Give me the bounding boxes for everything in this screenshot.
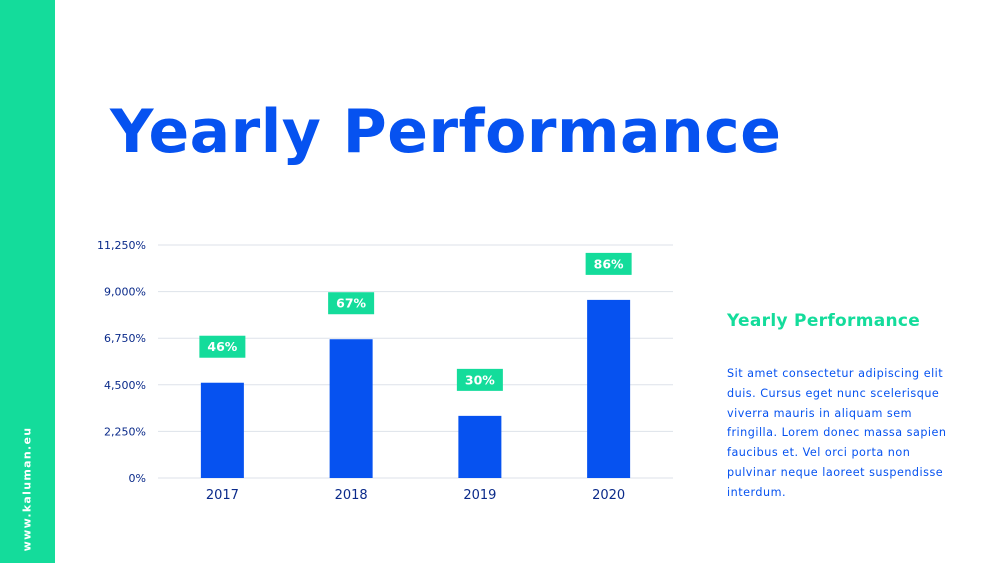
y-tick-label: 2,250%	[104, 425, 146, 438]
bar	[458, 415, 502, 478]
bar	[587, 299, 631, 478]
side-accent-bar: www.kaluman.eu	[0, 0, 55, 563]
y-tick-label: 0%	[129, 472, 146, 485]
x-tick-label: 2020	[592, 488, 625, 503]
data-label-box	[585, 252, 632, 275]
data-label-box	[328, 292, 375, 315]
data-label: 30%	[465, 372, 495, 387]
side-panel-heading: Yearly Performance	[727, 311, 921, 331]
x-tick-label: 2019	[463, 488, 496, 503]
side-panel-body: Sit amet consectetur adipiscing elit dui…	[727, 367, 947, 499]
bar	[329, 339, 373, 478]
y-tick-label: 11,250%	[97, 239, 146, 252]
data-label: 67%	[336, 296, 366, 311]
x-tick-label: 2017	[206, 488, 239, 503]
page-title: Yearly Performance	[110, 97, 782, 167]
data-label-box	[456, 368, 503, 391]
y-tick-label: 4,500%	[104, 379, 146, 392]
data-label-box	[199, 335, 246, 358]
y-tick-label: 6,750%	[104, 332, 146, 345]
bar	[200, 382, 244, 478]
y-tick-label: 9,000%	[104, 286, 146, 299]
data-label: 86%	[594, 256, 624, 271]
x-tick-label: 2018	[335, 488, 368, 503]
data-label: 46%	[207, 339, 237, 354]
